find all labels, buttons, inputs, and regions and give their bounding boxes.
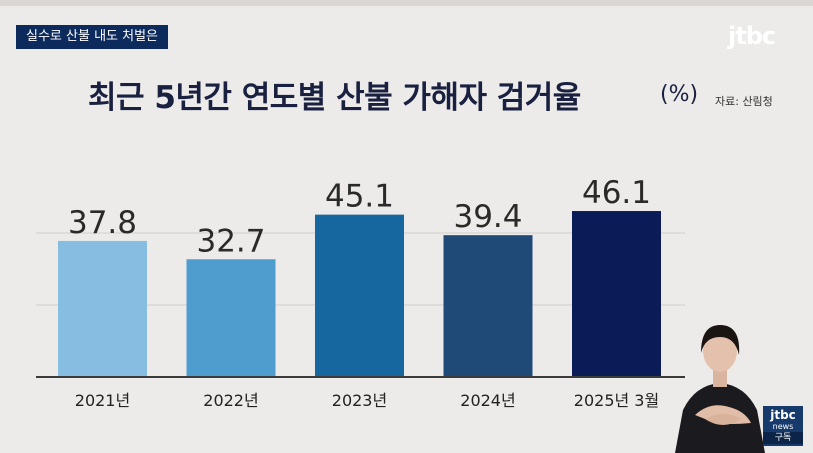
badge-news: news: [772, 422, 794, 431]
chart-unit: (%): [660, 82, 699, 107]
badge-logo: jtbc: [770, 408, 796, 422]
data-label: 37.8: [68, 205, 137, 241]
bar: [443, 235, 533, 377]
top-strip: [0, 0, 813, 6]
data-label: 39.4: [453, 199, 522, 235]
data-label: 45.1: [325, 179, 394, 215]
bar: [315, 214, 404, 377]
category-label: 2025년 3월: [574, 391, 659, 410]
channel-badge: jtbc news 구독: [763, 406, 803, 446]
jtbc-logo: jtbc: [728, 22, 776, 50]
data-label: 46.1: [582, 175, 651, 211]
category-label: 2023년: [332, 391, 387, 410]
topic-tag: 실수로 산불 내도 처벌은: [16, 25, 168, 49]
category-label: 2024년: [460, 391, 515, 410]
bar: [186, 259, 276, 377]
data-label: 32.7: [196, 223, 265, 259]
category-label: 2022년: [203, 391, 258, 410]
chart-source: 자료: 산림청: [715, 95, 773, 108]
category-label: 2021년: [75, 391, 130, 410]
badge-subscribe: 구독: [763, 432, 803, 444]
sign-language-interpreter: [675, 325, 765, 453]
chart-title: 최근 5년간 연도별 산불 가해자 검거율: [88, 80, 581, 116]
bar: [58, 240, 147, 377]
bar: [572, 211, 661, 377]
